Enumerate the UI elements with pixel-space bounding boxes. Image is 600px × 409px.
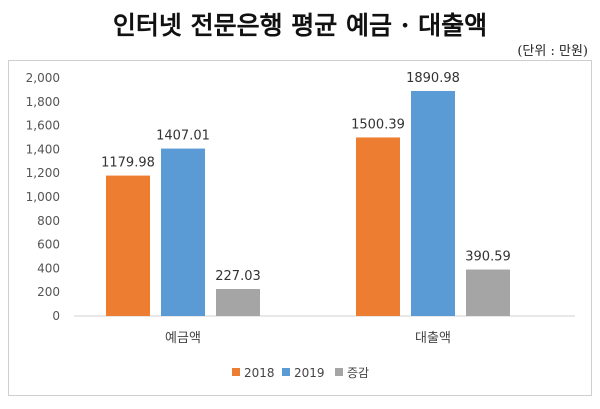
bar	[411, 90, 455, 316]
category-label: 대출액	[415, 331, 451, 346]
bar	[356, 137, 400, 316]
legend-label: 2019	[294, 366, 325, 380]
y-tick-label: 0	[52, 309, 60, 323]
data-label: 390.59	[465, 250, 511, 265]
legend-swatch	[335, 368, 343, 376]
y-tick-label: 1,000	[26, 190, 60, 204]
y-tick-label: 200	[37, 285, 60, 299]
legend-swatch	[232, 368, 240, 376]
y-tick-label: 1,400	[26, 142, 60, 156]
legend-label: 2018	[244, 366, 275, 380]
chart-frame	[8, 60, 592, 396]
y-tick-label: 600	[37, 238, 60, 252]
data-label: 227.03	[215, 269, 261, 284]
y-tick-label: 2,000	[26, 71, 60, 85]
legend-label: 증감	[347, 366, 369, 380]
bar	[216, 288, 260, 316]
bar	[161, 148, 205, 316]
bar	[106, 175, 150, 316]
bar	[466, 269, 510, 316]
unit-label: (단위 : 만원)	[517, 44, 588, 59]
y-tick-label: 400	[37, 261, 60, 275]
y-tick-label: 1,600	[26, 119, 60, 133]
chart-title: 인터넷 전문은행 평균 예금 · 대출액	[112, 11, 488, 40]
data-label: 1500.39	[351, 117, 405, 132]
legend-swatch	[282, 368, 290, 376]
y-tick-label: 1,800	[26, 95, 60, 109]
category-label: 예금액	[165, 331, 201, 346]
y-tick-label: 1,200	[26, 166, 60, 180]
data-label: 1890.98	[406, 71, 460, 86]
y-tick-label: 800	[37, 214, 60, 228]
data-label: 1179.98	[101, 156, 155, 171]
data-label: 1407.01	[156, 129, 210, 144]
